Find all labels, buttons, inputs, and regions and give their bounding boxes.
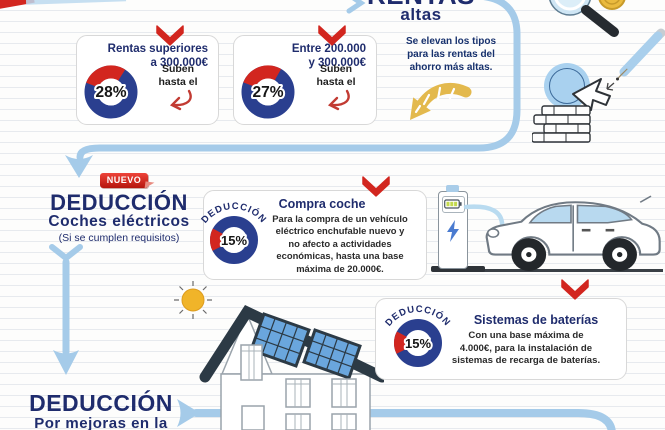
rentas-title: RENTAS bbox=[366, 0, 476, 8]
donut-percent: 28% bbox=[95, 84, 126, 101]
card-rentas-superiores: Rentas superiores a 300.000€ 28% Suben h… bbox=[76, 35, 219, 125]
rentas-description: Se elevan los tipos para las rentas del … bbox=[405, 36, 497, 73]
donut-chart: DEDUCCIÓN 15% bbox=[199, 201, 268, 264]
home-subheading: Por mejoras en la bbox=[34, 415, 168, 430]
rentas-subtitle: altas bbox=[400, 5, 442, 24]
down-arrowhead bbox=[65, 155, 93, 178]
solar-panel bbox=[249, 312, 311, 368]
card-body: Para la compra de un vehículo eléctrico … bbox=[272, 213, 408, 274]
cursor-icon bbox=[572, 78, 611, 111]
card-title: Sistemas de baterías bbox=[473, 313, 599, 327]
ev-condition: (Si se cumplen requisitos) bbox=[58, 232, 180, 244]
card-title: Compra coche bbox=[278, 197, 366, 211]
card-body: Con una base máxima de 4.000€, para la i… bbox=[451, 330, 601, 367]
bottom-connector-line bbox=[192, 409, 616, 430]
home-heading: DEDUCCIÓN bbox=[29, 390, 173, 416]
card-title: Entre 200.000 y 300.000€ bbox=[291, 43, 366, 69]
charger-screen bbox=[442, 196, 465, 213]
lightning-icon bbox=[447, 220, 459, 242]
battery-icon bbox=[444, 199, 462, 209]
car-illustration bbox=[485, 195, 661, 271]
red-curl-arrow-icon bbox=[327, 89, 350, 111]
rentas-section-border bbox=[76, 0, 521, 161]
vertical-arrow-chevron bbox=[49, 244, 83, 262]
card-title: Rentas superiores a 300.000€ bbox=[107, 43, 208, 69]
charger-base bbox=[431, 266, 485, 272]
title-chevron-icon bbox=[346, 0, 366, 14]
card-note: Suben hasta el bbox=[316, 63, 356, 88]
card-entre-200-300: Entre 200.000 y 300.000€ 27% Suben hasta… bbox=[233, 35, 377, 125]
yellow-arrow-icon bbox=[410, 83, 472, 120]
solar-panel bbox=[302, 328, 362, 380]
donut-percent: 15% bbox=[221, 233, 247, 248]
red-chevron-icon bbox=[318, 25, 346, 46]
red-curl-arrow-icon bbox=[169, 89, 192, 111]
ev-heading: DEDUCCIÓN bbox=[50, 190, 188, 215]
card-compra-coche: DEDUCCIÓN 15% Compra coche Para la compr… bbox=[199, 190, 427, 280]
red-chevron-icon bbox=[362, 176, 390, 197]
pencil-icon bbox=[606, 28, 665, 91]
coin-icon bbox=[598, 0, 626, 10]
charger-top bbox=[446, 185, 459, 192]
nuevo-badge: NUEVO bbox=[100, 173, 148, 188]
right-arrowhead bbox=[177, 399, 200, 427]
coins-stack-icon bbox=[532, 105, 591, 143]
donut-percent: 27% bbox=[252, 84, 283, 101]
red-chevron-icon bbox=[156, 25, 184, 46]
wheel-icon bbox=[602, 238, 637, 271]
ground-line bbox=[433, 269, 663, 272]
red-chevron-icon bbox=[561, 279, 589, 300]
sun-icon bbox=[174, 281, 212, 319]
card-sistemas-baterias: DEDUCCIÓN 15% Sistemas de baterías Con u… bbox=[375, 298, 627, 380]
wheel-icon bbox=[511, 238, 547, 271]
house-illustration bbox=[199, 304, 384, 430]
donut-percent: 15% bbox=[405, 336, 431, 351]
donut-chart: 28% bbox=[84, 65, 138, 119]
card-note: Suben hasta el bbox=[158, 63, 198, 88]
ev-subheading: Coches eléctricos bbox=[48, 213, 190, 230]
donut-chart: DEDUCCIÓN 15% bbox=[383, 304, 452, 367]
charging-station-illustration bbox=[438, 191, 468, 269]
donut-chart: 27% bbox=[241, 65, 295, 119]
vertical-arrowhead bbox=[53, 350, 79, 375]
magnifier-icon bbox=[549, 0, 626, 37]
